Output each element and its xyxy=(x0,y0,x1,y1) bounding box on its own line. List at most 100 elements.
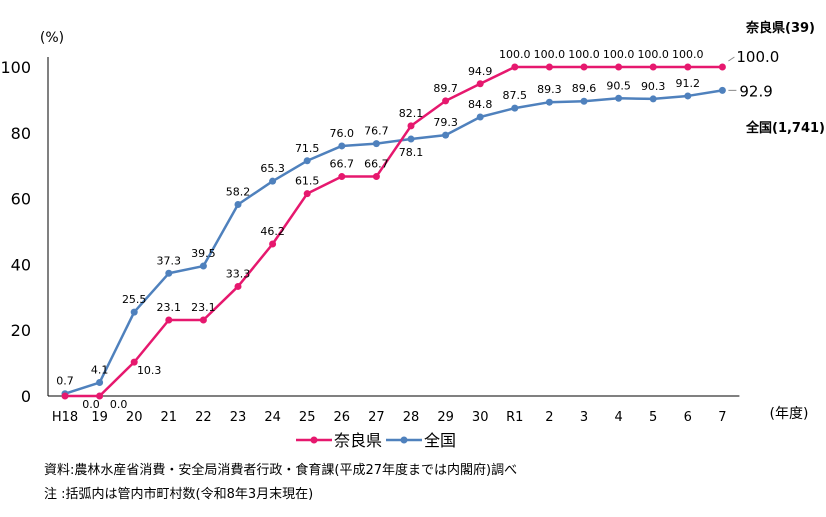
zenkoku-data-label: 58.2 xyxy=(226,186,251,199)
x-tick-label: H18 xyxy=(52,410,78,425)
nara-point xyxy=(407,122,415,130)
nara-data-label: 0.0 xyxy=(82,398,100,411)
zenkoku-series-label: 全国(1,741) xyxy=(745,120,825,136)
zenkoku-data-label: 39.5 xyxy=(191,247,216,260)
x-tick-label: 22 xyxy=(195,410,212,425)
zenkoku-data-label: 90.5 xyxy=(606,79,631,92)
zenkoku-data-label: 84.8 xyxy=(468,98,493,111)
x-unit-label: (年度) xyxy=(770,406,809,422)
nara-data-label: 94.9 xyxy=(468,65,493,78)
zenkoku-end-value: 92.9 xyxy=(739,82,772,100)
zenkoku-point xyxy=(199,262,207,270)
nara-data-label: 100.0 xyxy=(534,48,566,61)
zenkoku-point xyxy=(476,113,484,121)
zenkoku-data-label: 87.5 xyxy=(503,89,528,102)
zenkoku-point xyxy=(407,135,415,143)
zenkoku-point xyxy=(718,86,726,94)
nara-point xyxy=(130,358,138,366)
x-tick-label: 21 xyxy=(161,410,178,425)
nara-point xyxy=(580,63,588,71)
zenkoku-point xyxy=(130,308,138,316)
nara-data-label: 100.0 xyxy=(637,48,669,61)
x-tick-label: 3 xyxy=(580,410,588,425)
nara-data-label: 23.1 xyxy=(191,301,216,314)
x-tick-label: 27 xyxy=(368,410,385,425)
nara-line xyxy=(65,65,723,398)
zenkoku-data-label: 89.6 xyxy=(572,82,597,95)
x-tick-label: R1 xyxy=(506,410,523,425)
nara-data-label: 33.3 xyxy=(226,267,251,280)
x-tick-label: 23 xyxy=(230,410,247,425)
nara-data-label: 100.0 xyxy=(499,48,531,61)
legend-zenkoku-label: 全国 xyxy=(424,431,456,450)
zenkoku-point xyxy=(96,379,104,387)
nara-data-label: 0.0 xyxy=(110,398,128,411)
zenkoku-data-label: 89.3 xyxy=(537,83,562,96)
zenkoku-data-label: 71.5 xyxy=(295,142,320,155)
nara-point xyxy=(372,173,380,181)
x-tick-label: 29 xyxy=(437,410,454,425)
source-note: 資料:農林水産省消費・安全局消費者行政・食育課(平成27年度までは内閣府)調べ xyxy=(44,463,518,478)
nara-point xyxy=(165,316,173,324)
y-tick-label: 100 xyxy=(0,58,31,77)
nara-point xyxy=(684,63,692,71)
zenkoku-point xyxy=(545,98,553,106)
nara-data-label: 66.7 xyxy=(364,158,389,171)
nara-series-label: 奈良県(39) xyxy=(745,20,815,36)
x-tick-label: 24 xyxy=(264,410,281,425)
y-tick-label: 40 xyxy=(11,255,31,274)
nara-point xyxy=(718,63,726,71)
nara-data-label: 89.7 xyxy=(433,82,458,95)
zenkoku-point xyxy=(372,140,380,148)
zenkoku-data-label: 76.7 xyxy=(364,125,389,138)
zenkoku-point xyxy=(303,157,311,165)
zenkoku-data-label: 4.1 xyxy=(91,364,109,377)
zenkoku-point xyxy=(269,177,277,185)
nara-data-label: 46.2 xyxy=(260,225,285,238)
x-tick-label: 19 xyxy=(91,410,108,425)
zenkoku-data-label: 91.2 xyxy=(676,77,701,90)
zenkoku-data-label: 79.3 xyxy=(433,116,458,129)
nara-point xyxy=(303,190,311,198)
zenkoku-point xyxy=(338,142,346,150)
x-tick-label: 6 xyxy=(684,410,692,425)
zenkoku-point xyxy=(580,97,588,105)
zenkoku-data-label: 76.0 xyxy=(330,127,355,140)
x-tick-label: 25 xyxy=(299,410,316,425)
zenkoku-data-label: 37.3 xyxy=(157,254,182,267)
x-tick-label: 28 xyxy=(403,410,420,425)
zenkoku-point xyxy=(615,94,623,102)
zenkoku-point xyxy=(442,131,450,139)
nara-data-label: 66.7 xyxy=(330,158,355,171)
zenkoku-data-label: 0.7 xyxy=(56,375,74,388)
zenkoku-point xyxy=(165,269,173,277)
zenkoku-point xyxy=(234,201,242,209)
y-tick-label: 80 xyxy=(11,124,31,143)
y-tick-label: 0 xyxy=(21,387,31,406)
nara-data-label: 100.0 xyxy=(603,48,635,61)
nara-point xyxy=(649,63,657,71)
zenkoku-point xyxy=(649,95,657,103)
nara-data-label: 61.5 xyxy=(295,175,320,188)
nara-end-value: 100.0 xyxy=(736,48,779,66)
x-tick-label: 4 xyxy=(614,410,622,425)
legend-zenkoku-marker xyxy=(400,436,408,444)
nara-data-label: 100.0 xyxy=(568,48,600,61)
zenkoku-data-label: 25.5 xyxy=(122,293,147,306)
nara-data-label: 23.1 xyxy=(157,301,182,314)
zenkoku-data-label: 90.3 xyxy=(641,80,666,93)
nara-data-label: 82.1 xyxy=(399,107,424,120)
zenkoku-point xyxy=(684,92,692,100)
nara-point xyxy=(96,392,104,400)
nara-point xyxy=(61,392,69,400)
nara-point xyxy=(511,63,519,71)
x-tick-label: 5 xyxy=(649,410,657,425)
nara-point xyxy=(615,63,623,71)
nara-point xyxy=(199,316,207,324)
x-tick-label: 7 xyxy=(718,410,726,425)
nara-point xyxy=(545,63,553,71)
x-tick-label: 20 xyxy=(126,410,143,425)
x-tick-label: 30 xyxy=(472,410,489,425)
nara-point xyxy=(269,240,277,248)
